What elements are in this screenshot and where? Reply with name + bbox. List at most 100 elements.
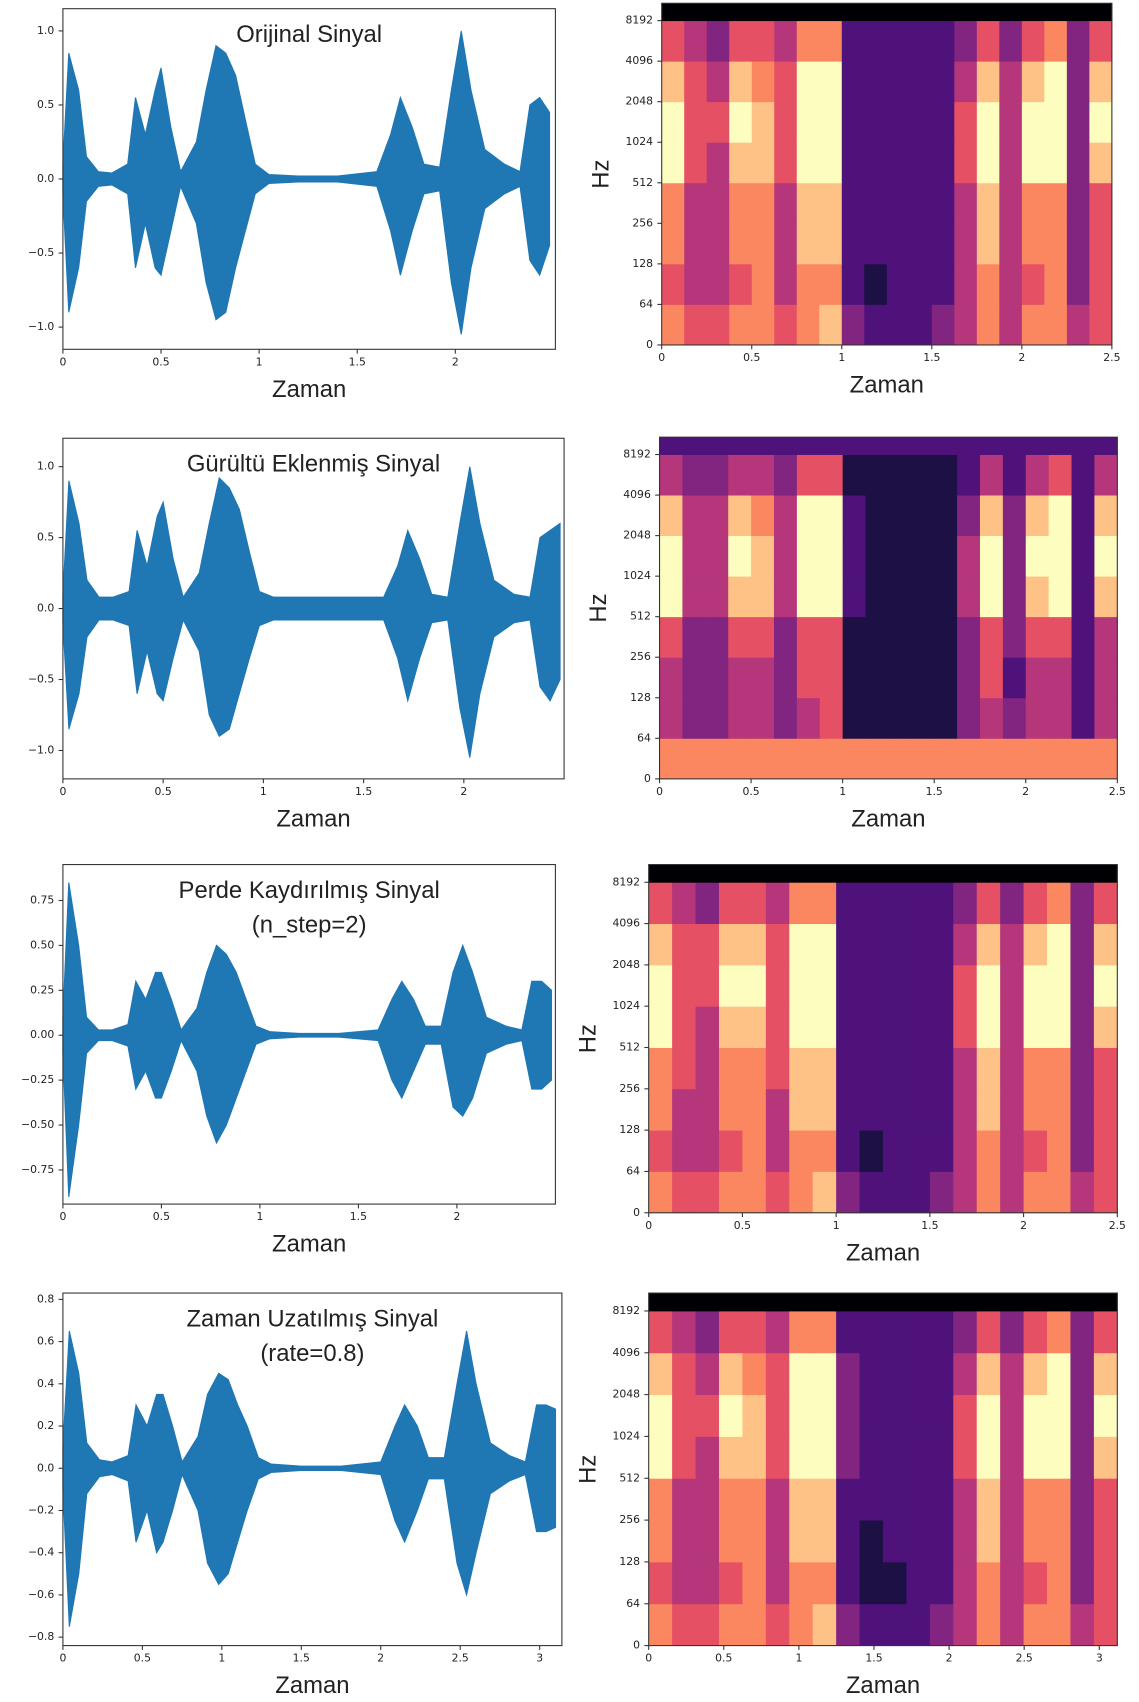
x-tick-label: 1.5 [349,355,366,368]
waveform-envelope [62,882,553,1198]
y-tick-label: −1.0 [28,320,54,333]
spectrogram-cell [954,223,978,265]
spectrogram-cell [706,101,730,143]
spectrogram-cell [774,61,798,103]
spectrogram-cell [859,1394,884,1437]
spectrogram-cell [672,1436,696,1479]
spectrogram-cell [672,964,696,1007]
spectrogram-cell [836,1293,860,1312]
spectrogram-cell [684,223,708,265]
spectrogram-cell [684,61,708,103]
spectrogram-cell [929,1436,954,1479]
spectrogram-cell [1047,864,1071,883]
spectrogram-cell [836,1171,860,1214]
y-tick-label: 0.4 [37,1377,54,1390]
spectrogram-cell [789,882,814,925]
spectrogram-cell [1071,738,1095,780]
spectrogram-cell [953,1520,978,1563]
y-tick-label: 2048 [612,958,640,971]
axes-frame [62,1292,563,1647]
spectrogram-cell [706,263,730,305]
spectrogram-cell [909,3,933,22]
spectrogram-cell [765,1561,790,1605]
spectrogram-cell [765,1130,790,1172]
spectrogram-cell [1025,535,1050,577]
spectrogram-cell [1048,576,1072,618]
spectrogram-cell [1048,454,1072,496]
spectrogram-cell [911,454,935,496]
spectrogram-cell [1021,304,1045,346]
spectrogram-cell [682,738,706,780]
x-tick-label: 0 [59,1652,66,1665]
spectrogram-cell [976,1171,1001,1214]
spectrogram-cell [906,1561,931,1605]
x-axis-label: Zaman [275,1672,349,1699]
spectrogram-cell [765,1478,790,1521]
x-tick-label: 1 [795,1652,802,1665]
spectrogram-cell [882,1006,907,1048]
spectrogram-cell [705,576,729,618]
spectrogram-cell [812,1394,837,1437]
spectrogram-cell [789,923,814,966]
spectrogram-cell [1047,1478,1071,1521]
spectrogram-cell [765,964,790,1007]
spectrogram-cell [953,1047,978,1090]
spectrogram-cell [774,263,798,305]
spectrogram-cell [682,697,706,739]
spectrogram-cell [906,923,931,966]
spectrogram-cell [1025,576,1050,618]
spectrogram-cell [1071,576,1095,618]
spectrogram-cell [1093,964,1118,1007]
spectrogram-cell [864,61,888,103]
spectrogram-cell [859,923,884,966]
spectrogram-cell [648,1478,673,1521]
spectrogram-cell [976,304,1000,346]
spectrogram-cell [1093,1520,1118,1563]
y-axis-label: Hz [587,160,614,189]
spectrogram-cell [695,1047,720,1090]
x-tick-label: 1 [218,1652,225,1665]
spectrogram-cell [1093,1006,1118,1048]
spectrogram-cell [954,182,978,224]
spectrogram-cell [1048,657,1072,699]
spectrogram-cell [999,182,1023,224]
spectrogram-cell [1070,1006,1095,1048]
spectrogram-cell [836,923,860,966]
spectrogram-cell [765,1436,790,1479]
y-tick-label: 64 [637,731,651,744]
y-tick-label: 0.2 [37,1419,54,1432]
spectrogram-cell [718,1310,743,1354]
spectrogram-cell [929,1088,954,1131]
spectrogram-cell [682,657,706,699]
spectrogram-cell [931,223,955,265]
spectrogram-cell [751,61,775,103]
spectrogram-cell [886,142,910,184]
spectrogram-cell [888,616,912,658]
spectrogram-cell [1023,1310,1048,1354]
spectrogram-cell [796,454,821,496]
spectrogram-cell [1044,20,1068,62]
spectrogram-cell [976,3,1000,22]
spectrogram-cell [979,535,1004,577]
spectrogram-cell [911,657,935,699]
spectrogram-cell [934,657,958,699]
x-axis-label: Zaman [846,1239,920,1266]
y-tick-label: 1024 [623,569,651,582]
spectrogram-cell [742,1352,767,1396]
y-tick-label: 1.0 [37,24,54,37]
y-tick-label: 0 [646,338,653,351]
spectrogram-cell [1000,923,1025,966]
spectrogram-cell [812,1310,837,1354]
spectrogram-cell [859,1006,884,1048]
spectrogram-cell [836,864,860,883]
spectrogram-cell [1071,616,1095,658]
spectrogram-cell [999,263,1023,305]
spectrogram-cell [718,1436,743,1479]
spectrogram-cell [882,1520,907,1563]
y-tick-label: −0.75 [21,1163,54,1176]
y-tick-label: 64 [626,1597,640,1610]
spectrogram-cell [976,1006,1001,1048]
x-tick-label: 2 [453,1210,460,1223]
spectrogram-cell [661,20,685,62]
spectrogram-cell [1047,1006,1071,1048]
